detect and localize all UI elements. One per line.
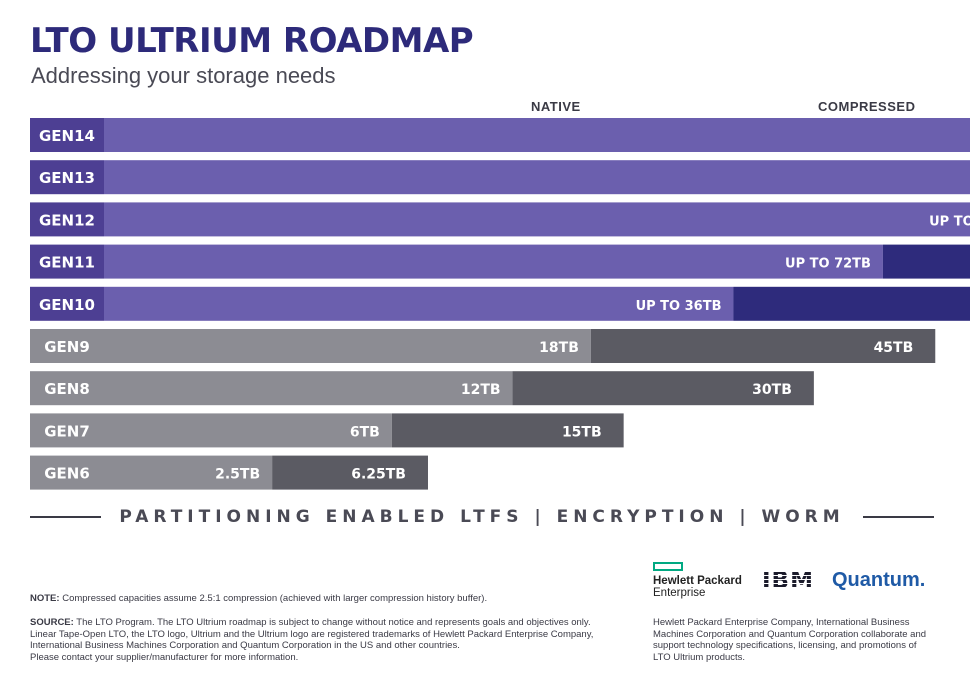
native-bar-gen6 — [104, 455, 273, 490]
hpe-rectangle-icon — [653, 562, 683, 571]
compressed-bar-gen7 — [391, 413, 624, 448]
capacity-bar-chart: GEN14UP TO 576TBUP TO 1,440TBGEN13UP TO … — [30, 118, 970, 490]
partners-line-3: support technology specifications, licen… — [653, 640, 917, 651]
partners-line-4: LTO Ultrium products. — [653, 651, 746, 663]
source-line-3: International Business Machines Corporat… — [30, 640, 460, 651]
generation-label-gen10: GEN10 — [39, 296, 95, 314]
generation-label-gen11: GEN11 — [39, 254, 95, 272]
native-bar-gen10 — [104, 286, 734, 321]
source-line-1: SOURCE: The LTO Program. The LTO Ultrium… — [30, 617, 593, 629]
native-value-label-gen10: UP TO 36TB — [636, 299, 722, 314]
features-left-rule — [30, 516, 102, 518]
generation-label-bg-gen6 — [30, 455, 104, 490]
source-block: SOURCE: The LTO Program. The LTO Ultrium… — [30, 617, 593, 663]
generation-label-bg-gen10 — [30, 286, 104, 321]
native-bar-gen13 — [104, 160, 970, 195]
generation-label-bg-gen8 — [30, 371, 104, 406]
generation-label-bg-gen11 — [30, 244, 104, 279]
native-value-label-gen7: 6TB — [350, 424, 380, 440]
compressed-value-label-gen6: 6.25TB — [351, 467, 406, 483]
ibm-logo: IBM — [762, 568, 814, 594]
native-column-header: NATIVE — [531, 99, 581, 114]
generation-label-gen8: GEN8 — [44, 380, 90, 398]
source-line-2: Linear Tape-Open LTO, the LTO logo, Ultr… — [30, 628, 594, 640]
generation-label-bg-gen13 — [30, 160, 104, 195]
compressed-bar-gen11 — [882, 244, 970, 279]
hpe-line-2: Enterprise — [653, 587, 706, 599]
native-bar-gen9 — [104, 329, 591, 363]
generation-label-gen7: GEN7 — [44, 422, 90, 440]
partners-block: Hewlett Packard Enterprise Company, Inte… — [653, 617, 926, 663]
native-bar-gen14 — [104, 118, 970, 152]
compressed-bar-gen9 — [590, 329, 936, 363]
native-bar-gen7 — [104, 413, 392, 448]
features-text: PARTITIONING ENABLED LTFS | ENCRYPTION |… — [119, 507, 845, 527]
native-value-label-gen8: 12TB — [461, 382, 501, 398]
compressed-bar-gen10 — [733, 286, 970, 321]
compressed-bar-gen8 — [512, 371, 814, 406]
page-title: LTO ULTRIUM ROADMAP — [30, 21, 474, 61]
generation-label-bg-gen9 — [30, 329, 104, 363]
compressed-value-label-gen9: 45TB — [874, 340, 914, 356]
native-value-label-gen11: UP TO 72TB — [785, 257, 871, 272]
generation-label-bg-gen7 — [30, 413, 104, 448]
native-bar-gen12 — [104, 202, 970, 237]
generation-label-gen14: GEN14 — [39, 127, 95, 145]
source-line-4: Please contact your supplier/manufacture… — [30, 651, 299, 663]
hpe-wordmark: Hewlett Packard Enterprise — [653, 575, 742, 599]
partners-line-1: Hewlett Packard Enterprise Company, Inte… — [653, 617, 910, 628]
compressed-bar-gen6 — [272, 455, 428, 490]
generation-label-bg-gen14 — [30, 118, 104, 152]
hpe-line-1: Hewlett Packard — [653, 575, 742, 587]
native-value-label-gen9: 18TB — [539, 340, 579, 356]
generation-label-gen9: GEN9 — [44, 338, 90, 356]
generation-label-gen12: GEN12 — [39, 211, 95, 229]
native-bar-gen8 — [104, 371, 513, 406]
note-body: Compressed capacities assume 2.5:1 compr… — [62, 593, 488, 604]
page-subtitle: Addressing your storage needs — [31, 63, 336, 88]
note-label: NOTE: — [30, 593, 60, 604]
generation-label-gen6: GEN6 — [44, 465, 90, 483]
native-value-label-gen12: UP TO 144TB — [929, 214, 970, 229]
quantum-logo: Quantum. — [832, 569, 926, 591]
partners-line-2: Machines Corporation and Quantum Corpora… — [653, 628, 927, 640]
compressed-value-label-gen7: 15TB — [562, 424, 602, 440]
generation-label-bg-gen12 — [30, 202, 104, 237]
features-row: PARTITIONING ENABLED LTFS | ENCRYPTION |… — [30, 505, 935, 529]
features-right-rule — [862, 516, 935, 518]
compressed-value-label-gen8: 30TB — [752, 382, 792, 398]
native-bar-gen11 — [104, 244, 883, 279]
hpe-logo: Hewlett Packard Enterprise — [653, 560, 753, 604]
native-value-label-gen6: 2.5TB — [215, 467, 260, 483]
compressed-column-header: COMPRESSED — [818, 99, 916, 114]
source-line-1-text: The LTO Program. The LTO Ultrium roadmap… — [76, 617, 591, 628]
note-text: NOTE: Compressed capacities assume 2.5:1… — [30, 593, 487, 605]
generation-label-gen13: GEN13 — [39, 169, 95, 187]
source-label: SOURCE: — [30, 617, 74, 628]
